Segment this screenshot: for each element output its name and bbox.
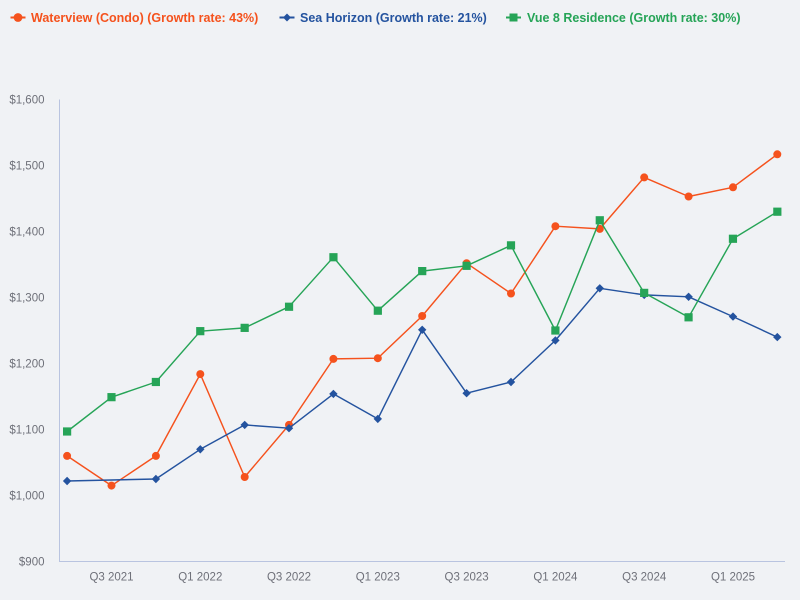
- svg-text:$1,300: $1,300: [9, 293, 44, 305]
- svg-text:$1,400: $1,400: [9, 227, 44, 239]
- svg-text:Waterview (Condo) (Growth rate: Waterview (Condo) (Growth rate: 43%): [31, 11, 258, 25]
- svg-text:Q3 2023: Q3 2023: [445, 572, 489, 584]
- svg-text:$1,500: $1,500: [9, 161, 44, 173]
- svg-text:Q1 2023: Q1 2023: [356, 572, 400, 584]
- svg-text:Q1 2024: Q1 2024: [533, 572, 578, 584]
- svg-text:Vue 8 Residence (Growth rate:: Vue 8 Residence (Growth rate: 30%): [527, 11, 741, 25]
- svg-text:$1,100: $1,100: [9, 425, 44, 437]
- svg-text:Sea Horizon (Growth rate: 21%): Sea Horizon (Growth rate: 21%): [300, 11, 487, 25]
- svg-text:Q3 2022: Q3 2022: [267, 572, 311, 584]
- svg-text:Q3 2024: Q3 2024: [622, 572, 667, 584]
- svg-text:$1,200: $1,200: [9, 359, 44, 371]
- svg-text:$1,600: $1,600: [9, 95, 44, 107]
- svg-text:Q1 2025: Q1 2025: [711, 572, 755, 584]
- svg-text:Q3 2021: Q3 2021: [89, 572, 133, 584]
- svg-text:$1,000: $1,000: [9, 491, 44, 503]
- svg-text:Q1 2022: Q1 2022: [178, 572, 222, 584]
- svg-text:$900: $900: [19, 557, 45, 569]
